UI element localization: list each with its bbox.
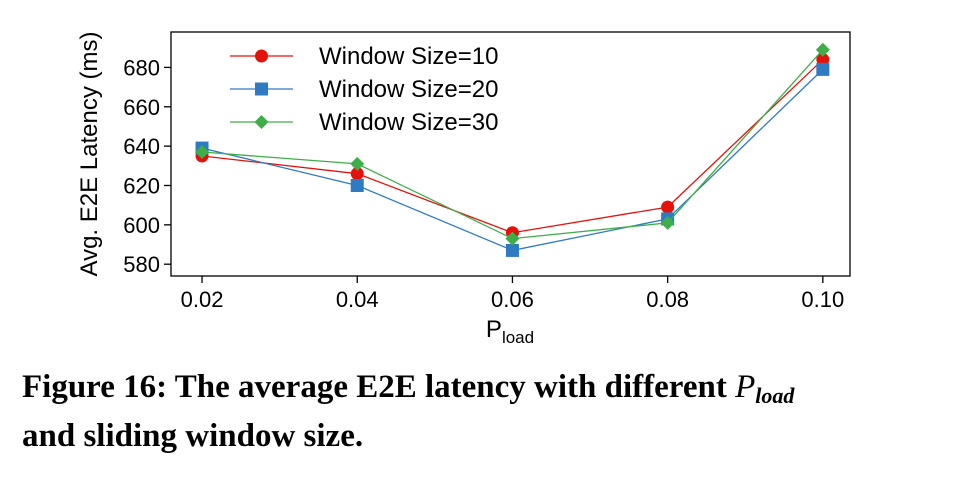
y-tick-label: 660: [123, 95, 160, 120]
x-tick-label: 0.08: [646, 287, 689, 312]
data-point: [816, 53, 830, 67]
data-point: [350, 167, 364, 181]
legend-item: Window Size=30: [230, 109, 498, 136]
series-line: [201, 49, 824, 240]
y-tick-label: 640: [123, 134, 160, 159]
x-tick-label: 0.02: [181, 287, 224, 312]
data-point: [660, 215, 675, 230]
plot-frame: [170, 31, 851, 277]
x-axis-label: Pload: [486, 316, 534, 347]
series-line: [201, 59, 824, 234]
x-axis-label-main: P: [486, 316, 502, 343]
x-tick-label: 0.04: [336, 287, 379, 312]
legend-marker: [255, 49, 268, 63]
caption-line-1: Figure 16: The average E2E latency with …: [22, 364, 942, 413]
data-point: [350, 156, 365, 171]
y-tick-label: 600: [123, 213, 160, 238]
series-1: [195, 53, 830, 240]
data-point: [815, 42, 830, 57]
caption-prefix: Figure 16: The average E2E latency with …: [22, 369, 736, 405]
legend-item: Window Size=20: [230, 76, 498, 103]
data-point: [661, 200, 675, 214]
data-point: [195, 145, 210, 160]
caption-line-2: and sliding window size.: [22, 418, 364, 454]
x-tick-label: 0.10: [801, 287, 844, 312]
legend-label: Window Size=30: [319, 109, 498, 136]
legend-marker: [254, 115, 269, 129]
x-tick-label: 0.06: [491, 287, 534, 312]
legend-label: Window Size=10: [319, 43, 498, 70]
x-axis-label-sub: load: [502, 328, 534, 347]
legend-label: Window Size=20: [319, 76, 498, 103]
legend-item: Window Size=10: [230, 43, 498, 70]
y-tick-label: 580: [123, 252, 160, 277]
legend: Window Size=10 Window Size=20 Window Size=…: [230, 43, 498, 136]
series-line: [201, 68, 824, 252]
caption-var-main: P: [735, 369, 756, 405]
y-tick-label: 620: [123, 173, 160, 198]
data-point: [350, 178, 364, 192]
data-point: [505, 243, 519, 257]
legend-marker: [255, 82, 268, 96]
series-3: [195, 42, 830, 246]
data-point: [816, 62, 830, 76]
figure-caption: Figure 16: The average E2E latency with …: [22, 364, 942, 459]
caption-var-sub: load: [755, 383, 795, 408]
x-axis-ticks: 0.02 0.04 0.06 0.08 0.10: [181, 276, 844, 312]
y-axis-label: Avg. E2E Latency (ms): [76, 32, 103, 277]
series-group: [195, 42, 830, 257]
data-point: [505, 231, 520, 246]
y-tick-label: 680: [123, 55, 160, 80]
y-axis-ticks: 580 600 620 640 660 680: [123, 55, 171, 277]
